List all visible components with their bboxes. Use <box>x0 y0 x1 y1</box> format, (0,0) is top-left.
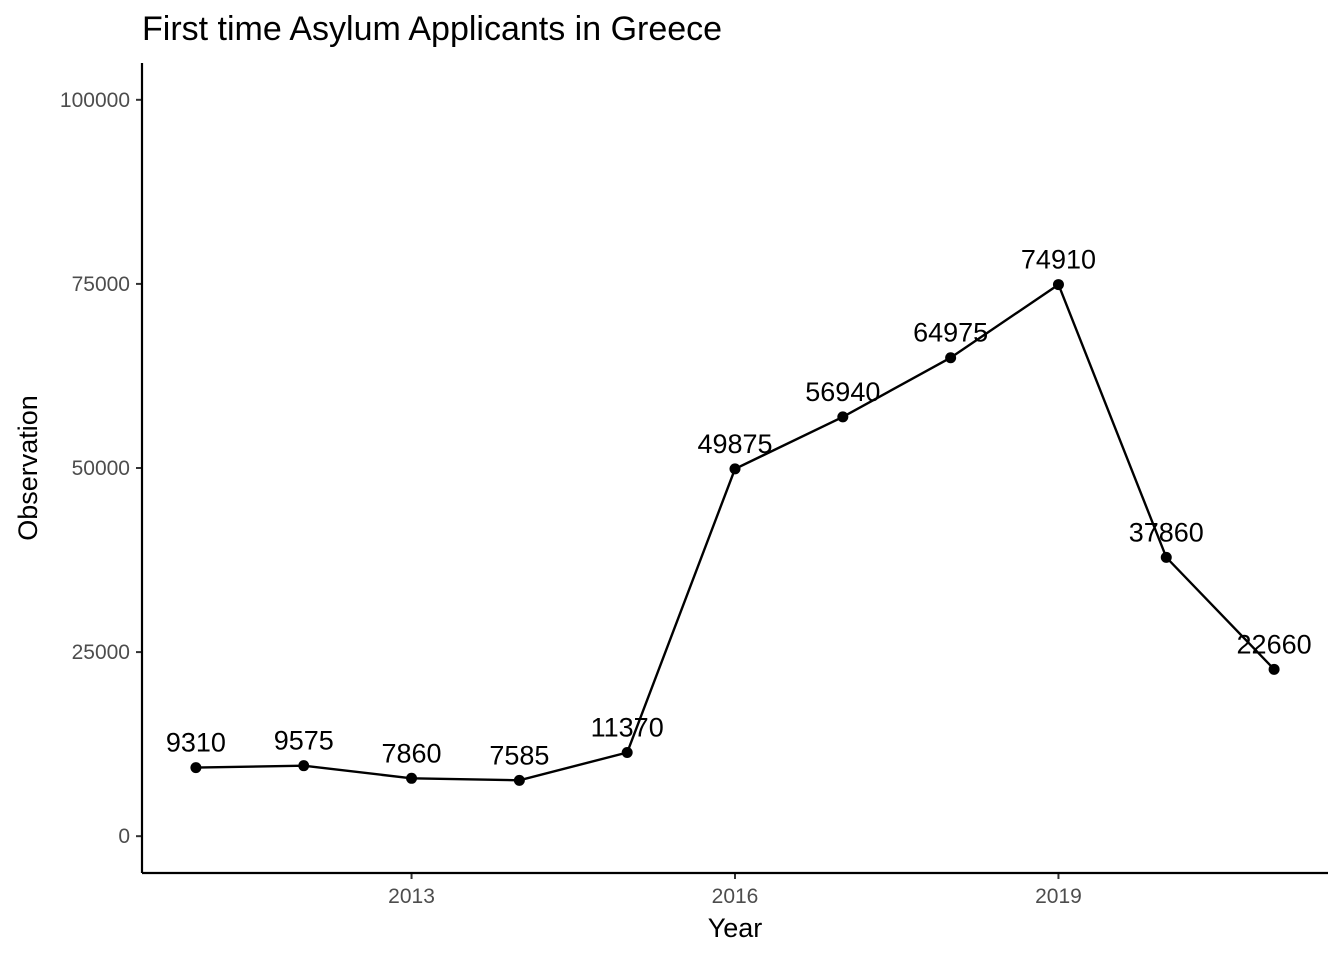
x-axis-title: Year <box>708 913 763 943</box>
data-point <box>298 760 310 772</box>
data-point <box>190 762 202 774</box>
data-point <box>1160 551 1172 563</box>
x-axis-ticks: 2013 2016 2019 <box>388 873 1082 908</box>
y-tick-label: 0 <box>118 825 130 848</box>
data-label: 22660 <box>1237 629 1312 659</box>
data-point <box>837 411 849 423</box>
data-label: 9575 <box>274 726 334 756</box>
data-label: 37860 <box>1129 517 1204 547</box>
y-tick-label: 75000 <box>72 273 130 296</box>
data-points <box>190 279 1280 786</box>
data-point <box>1052 279 1064 291</box>
y-axis-ticks: 0 25000 50000 75000 100000 <box>60 89 142 848</box>
data-label: 64975 <box>913 318 988 348</box>
data-label: 7585 <box>489 740 549 770</box>
data-label: 9310 <box>166 728 226 758</box>
y-axis-title: Observation <box>13 395 43 541</box>
x-tick-label: 2016 <box>712 885 759 908</box>
x-tick-label: 2013 <box>388 885 435 908</box>
data-label: 56940 <box>805 377 880 407</box>
data-point <box>945 352 957 364</box>
chart-title: First time Asylum Applicants in Greece <box>142 10 722 48</box>
data-point <box>621 746 633 758</box>
y-tick-label: 50000 <box>72 457 130 480</box>
data-label: 11370 <box>591 712 664 742</box>
y-tick-label: 100000 <box>60 89 130 112</box>
x-tick-label: 2019 <box>1035 885 1082 908</box>
data-label: 49875 <box>697 429 772 459</box>
data-label: 7860 <box>382 738 442 768</box>
data-labels: 9310 9575 7860 7585 11370 49875 56940 64975 7491… <box>166 245 1312 771</box>
data-point <box>513 774 525 786</box>
data-point <box>406 772 418 784</box>
data-label: 74910 <box>1021 245 1096 275</box>
y-tick-label: 25000 <box>72 641 130 664</box>
data-point <box>1268 663 1280 675</box>
data-point <box>729 463 741 475</box>
series-line <box>195 282 1275 782</box>
